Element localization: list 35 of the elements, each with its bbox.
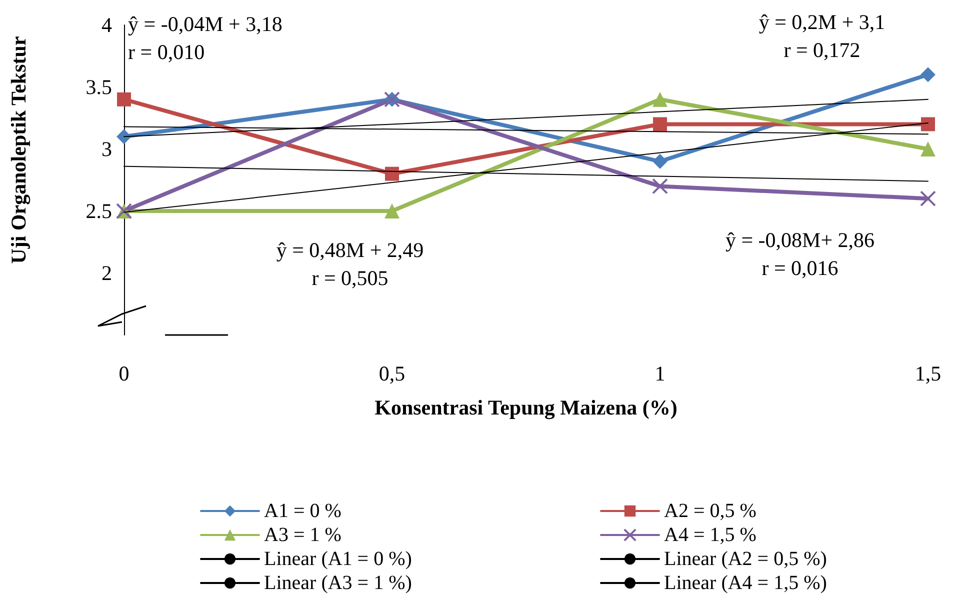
point (384, 204, 400, 218)
legend-label: Linear (A1 = 0 %) (264, 548, 412, 570)
x-tick-label: 0 (118, 362, 130, 386)
y-tick-label: 3.5 (86, 75, 112, 99)
point (920, 190, 936, 207)
annotation: ŷ = -0,08M+ 2,86 r = 0,016 (725, 228, 875, 280)
point (117, 92, 131, 106)
point (652, 154, 668, 169)
legend-label: A1 = 0 % (264, 500, 342, 522)
y-tick-label: 2 (102, 261, 112, 285)
point (653, 117, 667, 132)
point (652, 178, 668, 194)
legend-label: A4 = 1,5 % (664, 524, 756, 546)
annotation: ŷ = -0,04M + 3,18 r = 0,010 (128, 12, 282, 64)
legend-label: Linear (A3 = 1 %) (264, 572, 412, 594)
point (116, 129, 132, 144)
annotation: ŷ = 0,48M + 2,49 r = 0,505 (276, 238, 424, 290)
y-axis-title: Uji Organoleptik Tekstur (6, 36, 30, 264)
y-tick-label: 3 (102, 137, 112, 161)
legend-label: Linear (A4 = 1,5 %) (664, 572, 827, 594)
y-tick-label: 2.5 (86, 199, 112, 223)
x-tick-label: 1,5 (914, 362, 942, 386)
point (920, 142, 936, 156)
x-tick-label: 0,5 (378, 362, 406, 386)
point (652, 92, 668, 107)
annotation: ŷ = 0,2M + 3,1 r = 0,172 (758, 10, 886, 62)
x-tick-label: 1 (654, 362, 666, 386)
legend-label: Linear (A2 = 0,5 %) (664, 548, 827, 570)
point (921, 117, 935, 132)
point (920, 67, 936, 82)
x-axis-title: Konsentrasi Tepung Maizena (%) (374, 396, 678, 420)
legend-label: A2 = 0,5 % (664, 500, 756, 522)
legend-label: A3 = 1 % (264, 524, 342, 546)
y-tick-label: 4 (102, 13, 112, 37)
point (385, 166, 399, 181)
